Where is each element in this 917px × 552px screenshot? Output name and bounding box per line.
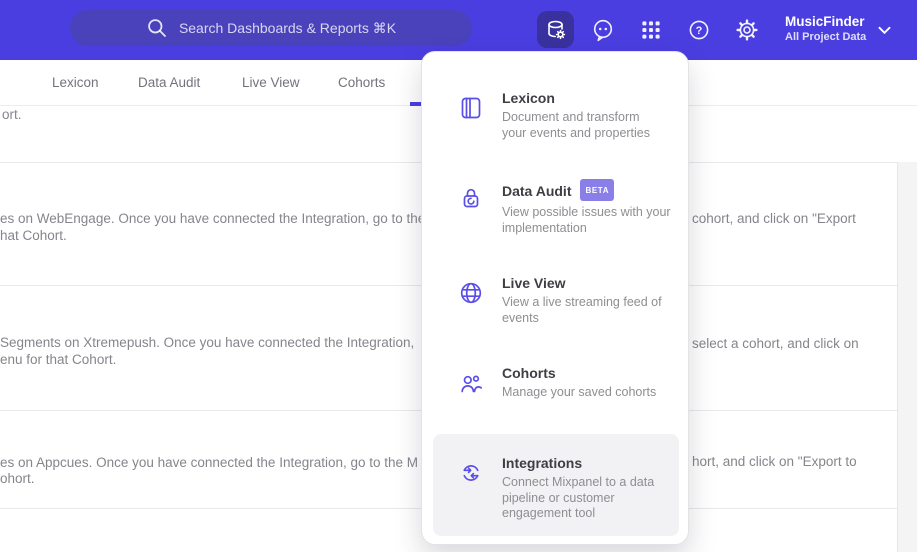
project-scope: All Project Data (785, 31, 867, 43)
global-search-input[interactable]: Search Dashboards & Reports ⌘K (70, 10, 472, 46)
data-management-menu: Lexicon Document and transform your even… (421, 51, 689, 545)
content-text-fragment: cohort, and click on "Export (692, 211, 856, 226)
menu-item-title: Lexicon (502, 90, 555, 106)
gear-icon (735, 18, 758, 41)
content-text-fragment: Segments on Xtremepush. Once you have co… (0, 335, 415, 350)
help-button[interactable]: ? (680, 11, 717, 48)
menu-item-data-audit[interactable]: Data Audit BETA View possible issues wit… (458, 179, 674, 236)
menu-item-lexicon[interactable]: Lexicon Document and transform your even… (458, 90, 674, 141)
data-management-button[interactable] (537, 11, 574, 48)
content-text-fragment: select a cohort, and click on (692, 336, 859, 351)
menu-item-live-view[interactable]: Live View View a live streaming feed of … (458, 275, 674, 326)
feedback-button[interactable] (584, 11, 621, 48)
project-name: MusicFinder (785, 14, 865, 29)
feedback-smiley-icon (593, 19, 612, 41)
content-text-fragment: es on Appcues. Once you have connected t… (0, 455, 419, 470)
lexicon-book-icon (461, 97, 481, 119)
apps-grid-button[interactable] (632, 11, 669, 48)
search-placeholder: Search Dashboards & Reports ⌘K (178, 19, 397, 36)
content-text-fragment: es on WebEngage. Once you have connected… (0, 211, 426, 226)
cohorts-people-icon (461, 375, 483, 393)
apps-grid-icon (641, 20, 660, 39)
project-switcher[interactable]: MusicFinder All Project Data (785, 13, 866, 44)
search-icon (148, 19, 166, 37)
help-icon: ? (689, 20, 708, 39)
live-view-globe-icon (460, 282, 482, 304)
menu-item-description: Document and transform your events and p… (502, 110, 651, 140)
chevron-down-icon[interactable] (878, 26, 891, 35)
settings-button[interactable] (728, 11, 765, 48)
database-gear-icon (547, 20, 565, 39)
scroll-gutter[interactable] (897, 162, 917, 552)
menu-item-description: Manage your saved cohorts (502, 385, 657, 399)
svg-text:?: ? (695, 25, 702, 37)
menu-item-integrations[interactable]: Integrations Connect Mixpanel to a data … (458, 455, 674, 522)
menu-item-title: Integrations (502, 455, 583, 471)
tab-live-view[interactable]: Live View (242, 75, 300, 90)
menu-item-title: Cohorts (502, 365, 556, 381)
integrations-sync-icon (463, 465, 479, 481)
beta-badge: BETA (580, 179, 615, 201)
menu-item-description: View possible issues with your implement… (502, 205, 671, 235)
content-text-fragment: enu for that Cohort. (0, 352, 117, 367)
tab-lexicon[interactable]: Lexicon (52, 75, 99, 90)
content-text-fragment: hort, and click on "Export to (692, 454, 857, 469)
menu-item-description: Connect Mixpanel to a data pipeline or c… (502, 475, 655, 520)
content-text-fragment: ohort. (0, 471, 35, 486)
menu-item-highlight (433, 434, 679, 536)
content-text-fragment: hat Cohort. (0, 228, 67, 243)
content-text-fragment: ort. (2, 107, 22, 122)
top-nav-bar: Search Dashboards & Reports ⌘K (0, 0, 917, 60)
menu-item-description: View a live streaming feed of events (502, 295, 662, 325)
tab-cohorts[interactable]: Cohorts (338, 75, 386, 90)
data-audit-lock-icon (463, 188, 479, 208)
tab-data-audit[interactable]: Data Audit (138, 75, 201, 90)
menu-item-cohorts[interactable]: Cohorts Manage your saved cohorts (458, 365, 674, 401)
menu-item-title: Data Audit (502, 182, 572, 199)
menu-item-title: Live View (502, 275, 566, 291)
